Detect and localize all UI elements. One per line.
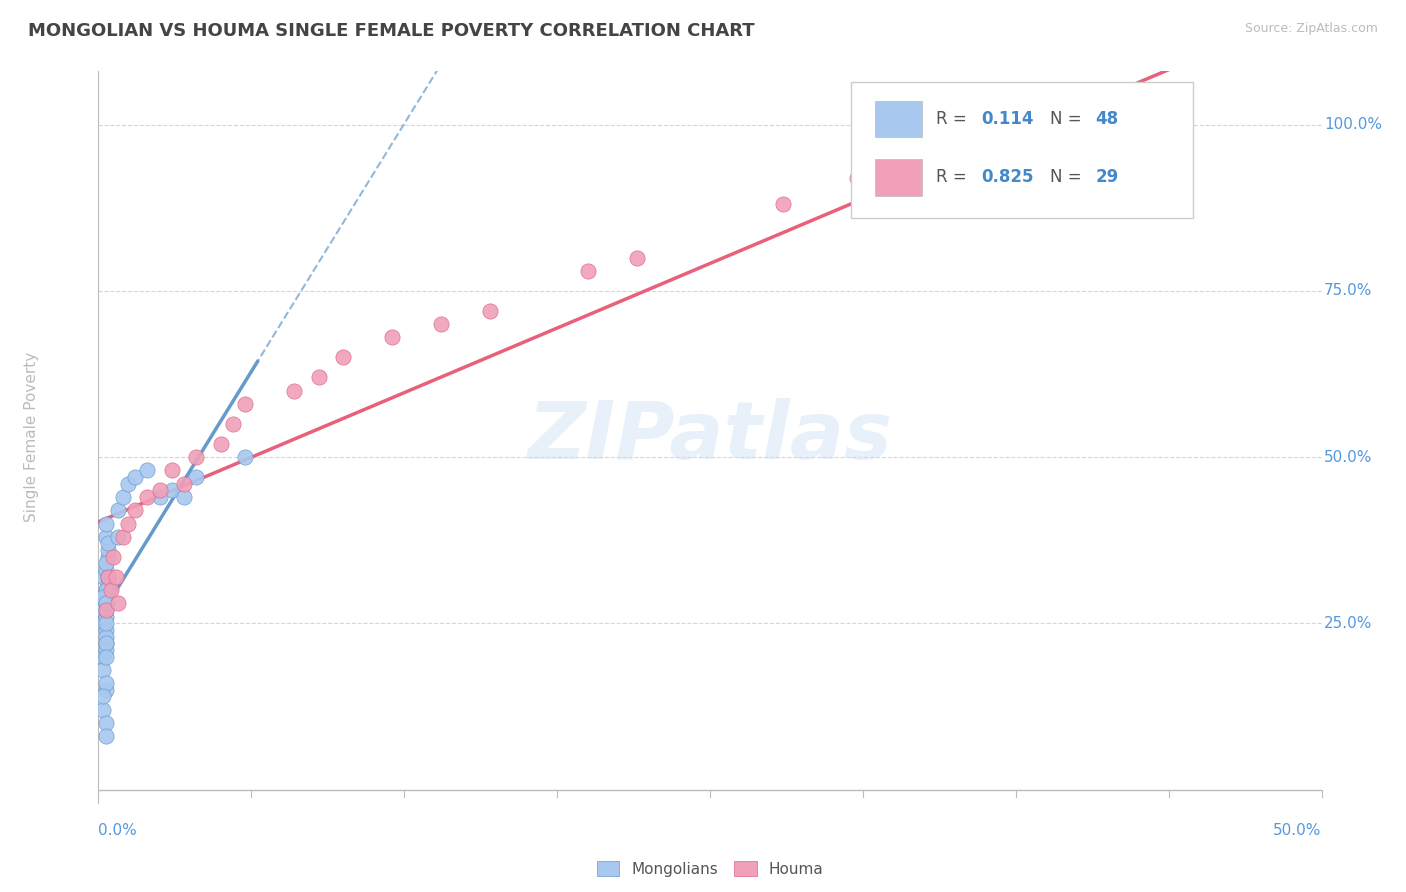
Point xyxy=(149,483,172,498)
Point xyxy=(97,543,120,558)
Text: ZIPatlas: ZIPatlas xyxy=(527,398,893,476)
Point xyxy=(94,616,117,631)
Point xyxy=(117,476,139,491)
Bar xyxy=(875,101,922,137)
Point xyxy=(94,676,117,690)
Point xyxy=(111,490,134,504)
Text: R =: R = xyxy=(936,169,973,186)
Point xyxy=(94,582,117,597)
Text: 75.0%: 75.0% xyxy=(1324,284,1372,298)
Point xyxy=(94,557,117,571)
Text: 0.0%: 0.0% xyxy=(98,822,138,838)
Point xyxy=(1164,151,1187,165)
Point xyxy=(124,503,146,517)
Point xyxy=(97,536,120,550)
Point xyxy=(209,436,232,450)
Text: 48: 48 xyxy=(1095,110,1118,128)
Point xyxy=(94,729,117,743)
Text: 0.114: 0.114 xyxy=(981,110,1033,128)
Point xyxy=(308,370,330,384)
Point xyxy=(94,630,117,644)
Point xyxy=(94,636,117,650)
Point xyxy=(117,516,139,531)
Text: Source: ZipAtlas.com: Source: ZipAtlas.com xyxy=(1244,22,1378,36)
Point xyxy=(186,450,208,464)
Point xyxy=(94,682,117,697)
Point xyxy=(94,603,117,617)
Text: R =: R = xyxy=(936,110,973,128)
Point xyxy=(91,649,114,664)
Point xyxy=(91,603,114,617)
Point xyxy=(91,663,114,677)
Point xyxy=(1115,164,1137,178)
Point xyxy=(94,603,117,617)
Point xyxy=(94,596,117,610)
Point xyxy=(94,590,117,604)
Point xyxy=(772,197,794,211)
Text: Single Female Poverty: Single Female Poverty xyxy=(24,352,38,522)
Point xyxy=(94,643,117,657)
Point xyxy=(101,549,124,564)
Point xyxy=(283,384,305,398)
Point xyxy=(107,503,129,517)
Point xyxy=(91,590,114,604)
Point xyxy=(233,450,256,464)
Point xyxy=(626,251,648,265)
Point xyxy=(107,530,129,544)
Text: N =: N = xyxy=(1050,169,1087,186)
Point xyxy=(160,483,183,498)
Point xyxy=(332,351,354,365)
FancyBboxPatch shape xyxy=(851,82,1194,218)
Text: 0.825: 0.825 xyxy=(981,169,1033,186)
Point xyxy=(97,576,120,591)
Point xyxy=(104,570,127,584)
Point xyxy=(94,623,117,637)
Point xyxy=(97,582,120,597)
Point xyxy=(94,563,117,577)
Point xyxy=(160,463,183,477)
Text: 29: 29 xyxy=(1095,169,1119,186)
Text: MONGOLIAN VS HOUMA SINGLE FEMALE POVERTY CORRELATION CHART: MONGOLIAN VS HOUMA SINGLE FEMALE POVERTY… xyxy=(28,22,755,40)
Point xyxy=(100,582,122,597)
Point xyxy=(186,470,208,484)
Point xyxy=(91,596,114,610)
Point xyxy=(173,490,195,504)
Point xyxy=(91,570,114,584)
Point xyxy=(233,397,256,411)
Point xyxy=(576,264,599,278)
Point xyxy=(97,549,120,564)
Point xyxy=(97,570,120,584)
Point xyxy=(149,490,172,504)
Text: 100.0%: 100.0% xyxy=(1324,117,1382,132)
Point xyxy=(91,703,114,717)
Point xyxy=(94,530,117,544)
Text: 50.0%: 50.0% xyxy=(1274,822,1322,838)
Point xyxy=(111,530,134,544)
Text: N =: N = xyxy=(1050,110,1087,128)
Point xyxy=(107,596,129,610)
Point xyxy=(94,636,117,650)
Point xyxy=(136,463,159,477)
Point xyxy=(94,582,117,597)
Legend: Mongolians, Houma: Mongolians, Houma xyxy=(591,855,830,883)
Point xyxy=(97,570,120,584)
Text: 25.0%: 25.0% xyxy=(1324,615,1372,631)
Point xyxy=(845,170,868,185)
Point xyxy=(124,470,146,484)
Point xyxy=(222,417,245,431)
Point xyxy=(94,596,117,610)
Point xyxy=(381,330,404,344)
Text: 50.0%: 50.0% xyxy=(1324,450,1372,465)
Point xyxy=(94,716,117,731)
Point xyxy=(430,317,453,331)
Bar xyxy=(875,159,922,195)
Point xyxy=(94,649,117,664)
Point xyxy=(91,690,114,704)
Point xyxy=(173,476,195,491)
Point xyxy=(94,609,117,624)
Point xyxy=(94,516,117,531)
Point xyxy=(136,490,159,504)
Point xyxy=(478,303,501,318)
Point xyxy=(91,616,114,631)
